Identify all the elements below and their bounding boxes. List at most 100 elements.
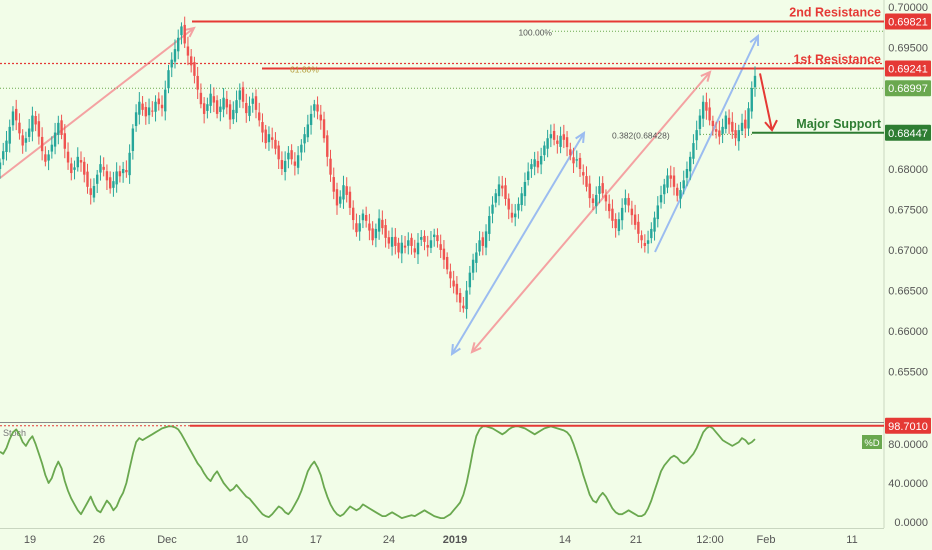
candle[interactable] — [666, 168, 669, 194]
candle[interactable] — [170, 52, 173, 78]
candle[interactable] — [355, 213, 358, 237]
level-price-badge-2[interactable]: 0.68447 — [885, 124, 931, 141]
candle[interactable] — [705, 92, 708, 120]
candle[interactable] — [374, 223, 378, 248]
candle[interactable] — [410, 233, 413, 255]
candle[interactable] — [215, 95, 219, 119]
candle[interactable] — [89, 178, 92, 205]
candle[interactable] — [238, 83, 241, 108]
candle[interactable] — [711, 115, 715, 136]
candle[interactable] — [138, 92, 141, 125]
candle[interactable] — [361, 209, 365, 229]
candle[interactable] — [212, 87, 216, 113]
candle[interactable] — [433, 228, 436, 247]
candle[interactable] — [313, 99, 316, 118]
candle[interactable] — [575, 150, 578, 168]
candle[interactable] — [607, 194, 611, 219]
main-plot-area[interactable] — [0, 0, 884, 422]
candle[interactable] — [598, 176, 601, 204]
candle[interactable] — [611, 199, 614, 229]
candle[interactable] — [481, 231, 485, 256]
candle[interactable] — [18, 113, 21, 140]
candle[interactable] — [698, 109, 702, 136]
candle[interactable] — [420, 230, 423, 247]
candle[interactable] — [83, 157, 86, 183]
candle[interactable] — [274, 132, 277, 155]
candle[interactable] — [53, 122, 57, 155]
candle[interactable] — [731, 112, 734, 139]
candle[interactable] — [261, 113, 264, 143]
candle[interactable] — [79, 151, 83, 172]
candle[interactable] — [744, 110, 747, 138]
candle[interactable] — [73, 160, 76, 180]
candle[interactable] — [99, 155, 102, 181]
candle[interactable] — [578, 153, 582, 177]
candle[interactable] — [63, 124, 67, 159]
candle[interactable] — [572, 147, 575, 173]
candle[interactable] — [245, 93, 248, 123]
candle[interactable] — [394, 228, 397, 255]
candle[interactable] — [478, 231, 481, 256]
candle[interactable] — [491, 196, 494, 224]
candle[interactable] — [627, 193, 630, 213]
candle[interactable] — [209, 84, 212, 114]
candle[interactable] — [225, 90, 229, 115]
candle[interactable] — [436, 228, 439, 248]
candle[interactable] — [131, 124, 135, 160]
candle[interactable] — [721, 118, 724, 144]
candle[interactable] — [455, 276, 459, 303]
candle[interactable] — [309, 105, 313, 135]
candle[interactable] — [241, 81, 245, 109]
candle[interactable] — [439, 234, 442, 259]
candle[interactable] — [154, 95, 157, 122]
candle[interactable] — [497, 176, 501, 206]
series-legend-chip[interactable]: %D — [862, 435, 882, 449]
candle[interactable] — [326, 130, 329, 167]
candle[interactable] — [303, 127, 306, 153]
stochastic-line[interactable] — [0, 425, 756, 519]
candle[interactable] — [562, 124, 566, 149]
candle[interactable] — [445, 252, 449, 275]
candle[interactable] — [5, 130, 8, 161]
candle[interactable] — [118, 165, 122, 183]
candle[interactable] — [270, 127, 274, 149]
candle[interactable] — [196, 66, 199, 100]
candle[interactable] — [397, 237, 400, 259]
candle[interactable] — [329, 149, 332, 182]
candle[interactable] — [86, 163, 89, 194]
candle[interactable] — [403, 235, 407, 254]
candle[interactable] — [536, 151, 540, 174]
candle[interactable] — [475, 243, 478, 273]
candle[interactable] — [708, 98, 711, 126]
candle[interactable] — [251, 92, 254, 113]
candle[interactable] — [96, 169, 99, 193]
candle[interactable] — [727, 109, 731, 135]
candle[interactable] — [364, 206, 368, 228]
candle[interactable] — [8, 119, 11, 153]
candle[interactable] — [193, 56, 196, 84]
candle[interactable] — [650, 222, 653, 244]
candle[interactable] — [66, 142, 70, 170]
candle[interactable] — [416, 233, 420, 265]
candle[interactable] — [695, 120, 698, 150]
candle[interactable] — [267, 126, 271, 151]
candle[interactable] — [335, 182, 339, 215]
candle[interactable] — [102, 157, 105, 177]
candle[interactable] — [121, 161, 125, 183]
candle[interactable] — [672, 167, 676, 196]
candle[interactable] — [390, 227, 394, 256]
candle[interactable] — [669, 165, 672, 188]
candle[interactable] — [582, 164, 585, 185]
candle[interactable] — [530, 158, 533, 178]
candle[interactable] — [569, 142, 572, 161]
candle[interactable] — [488, 206, 491, 241]
candle[interactable] — [125, 160, 128, 178]
candle[interactable] — [462, 296, 465, 313]
candle[interactable] — [514, 204, 517, 227]
candle[interactable] — [449, 263, 452, 288]
candle[interactable] — [407, 232, 410, 255]
candle[interactable] — [400, 235, 404, 264]
candle[interactable] — [0, 158, 2, 179]
candle[interactable] — [559, 126, 562, 154]
candle[interactable] — [640, 230, 643, 249]
